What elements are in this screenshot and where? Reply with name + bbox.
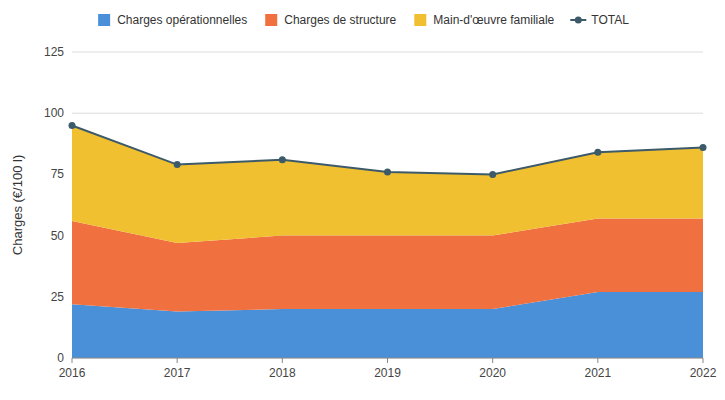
- legend-swatch: [265, 14, 277, 26]
- point: [700, 144, 707, 151]
- point: [594, 149, 601, 156]
- tick-label: 25: [51, 290, 65, 304]
- y-axis: 0 25 50 75 100 125: [44, 45, 703, 365]
- tick-label: 2021: [584, 366, 611, 380]
- tick: [492, 358, 493, 363]
- plot-area: [69, 122, 707, 358]
- line: [72, 125, 703, 174]
- legend-label: Charges opérationnelles: [117, 13, 247, 27]
- tick-label: 2017: [164, 366, 191, 380]
- tick-label: 2022: [690, 366, 717, 380]
- legend-item: TOTAL: [570, 13, 629, 27]
- tick-label: 125: [44, 45, 64, 59]
- tick: [72, 358, 73, 363]
- point: [279, 156, 286, 163]
- legend-swatch: [414, 14, 426, 26]
- tick: [282, 358, 283, 363]
- tick-label: 100: [44, 106, 64, 120]
- tick: [597, 358, 598, 363]
- tick: [703, 358, 704, 363]
- tick-label: 0: [57, 351, 64, 365]
- legend-swatch: [98, 14, 110, 26]
- chart: 0255075100125Charges (€/100 l)2016201720…: [0, 0, 725, 400]
- point: [384, 168, 391, 175]
- legend-item: Main-d'œuvre familiale: [414, 13, 554, 27]
- tick: [177, 358, 178, 363]
- legend: Charges opérationnelles Charges de struct…: [98, 13, 629, 27]
- axis-label: Charges (€/100 l): [10, 155, 25, 255]
- tick-label: 2020: [479, 366, 506, 380]
- legend-label: TOTAL: [591, 13, 629, 27]
- legend-label: Charges de structure: [284, 13, 396, 27]
- point: [489, 171, 496, 178]
- legend-label: Main-d'œuvre familiale: [433, 13, 554, 27]
- point: [174, 161, 181, 168]
- tick: [387, 358, 388, 363]
- grid-line: [72, 113, 703, 114]
- tick-label: 2018: [269, 366, 296, 380]
- tick-label: 50: [51, 229, 65, 243]
- area: [72, 125, 703, 243]
- legend-item: Charges de structure: [265, 13, 396, 27]
- tick-label: 75: [51, 167, 65, 181]
- legend-item: Charges opérationnelles: [98, 13, 247, 27]
- x-axis: 2016 2017 2018 2019 2020 2021 2022: [59, 358, 717, 380]
- tick-label: 2019: [374, 366, 401, 380]
- tick-label: 2016: [59, 366, 86, 380]
- grid-line: [72, 52, 703, 53]
- legend-swatch: [575, 17, 582, 24]
- point: [69, 122, 76, 129]
